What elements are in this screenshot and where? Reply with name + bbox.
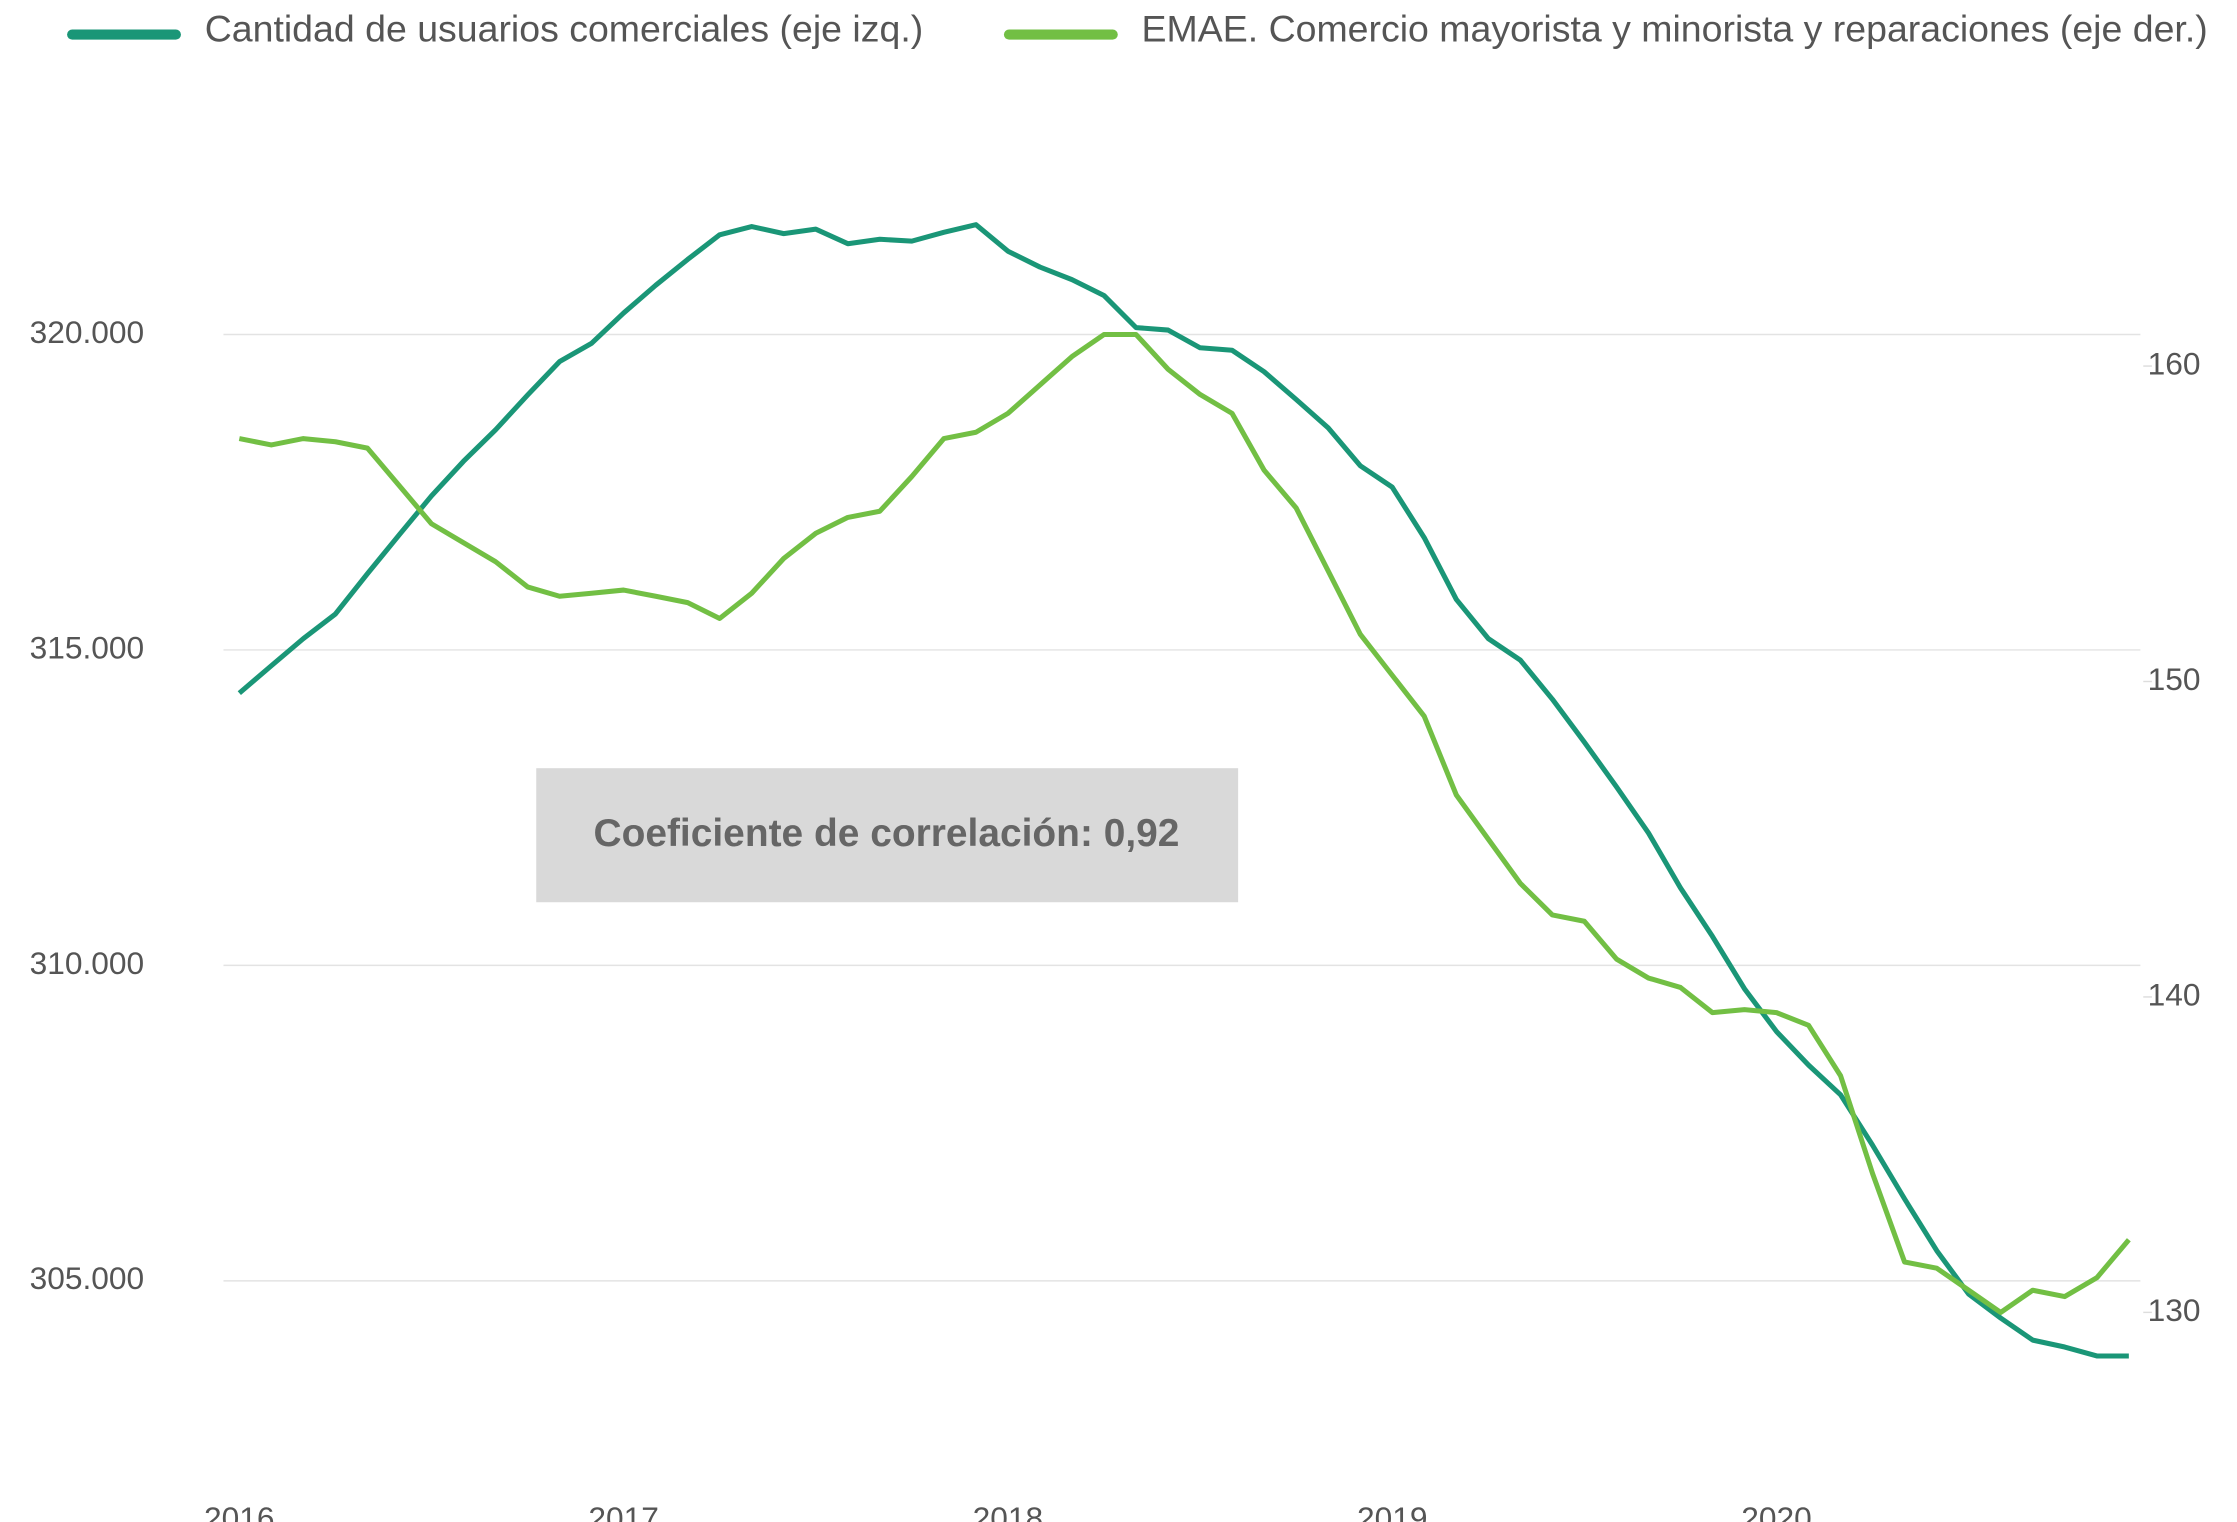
y-tick-label: 305.000: [30, 1260, 145, 1296]
y2-tick-label: 140: [2148, 976, 2201, 1012]
x-tick-label: 2018: [973, 1500, 1044, 1522]
series-line: [237, 222, 2129, 1359]
y2-tick-label: 160: [2148, 345, 2201, 381]
x-tick-label: 2019: [1357, 1500, 1428, 1522]
x-tick-label: 2020: [1741, 1500, 1811, 1522]
legend-label: EMAE. Comercio mayorista y minorista y r…: [1142, 8, 2208, 50]
annotation: Coeficiente de correlación: 0,92: [593, 812, 1179, 855]
y-tick-label: 310.000: [30, 945, 145, 981]
y2-tick-label: 150: [2148, 661, 2201, 697]
legend-label: Cantidad de usuarios comerciales (eje iz…: [205, 8, 924, 50]
annotation-box: [536, 768, 1239, 903]
y-tick-label: 315.000: [30, 629, 145, 665]
x-tick-label: 2016: [204, 1500, 275, 1522]
series-line: [238, 332, 2131, 1315]
y-tick-label: 320.000: [30, 314, 145, 350]
y2-tick-label: 130: [2148, 1292, 2201, 1328]
x-tick-label: 2017: [588, 1500, 659, 1522]
